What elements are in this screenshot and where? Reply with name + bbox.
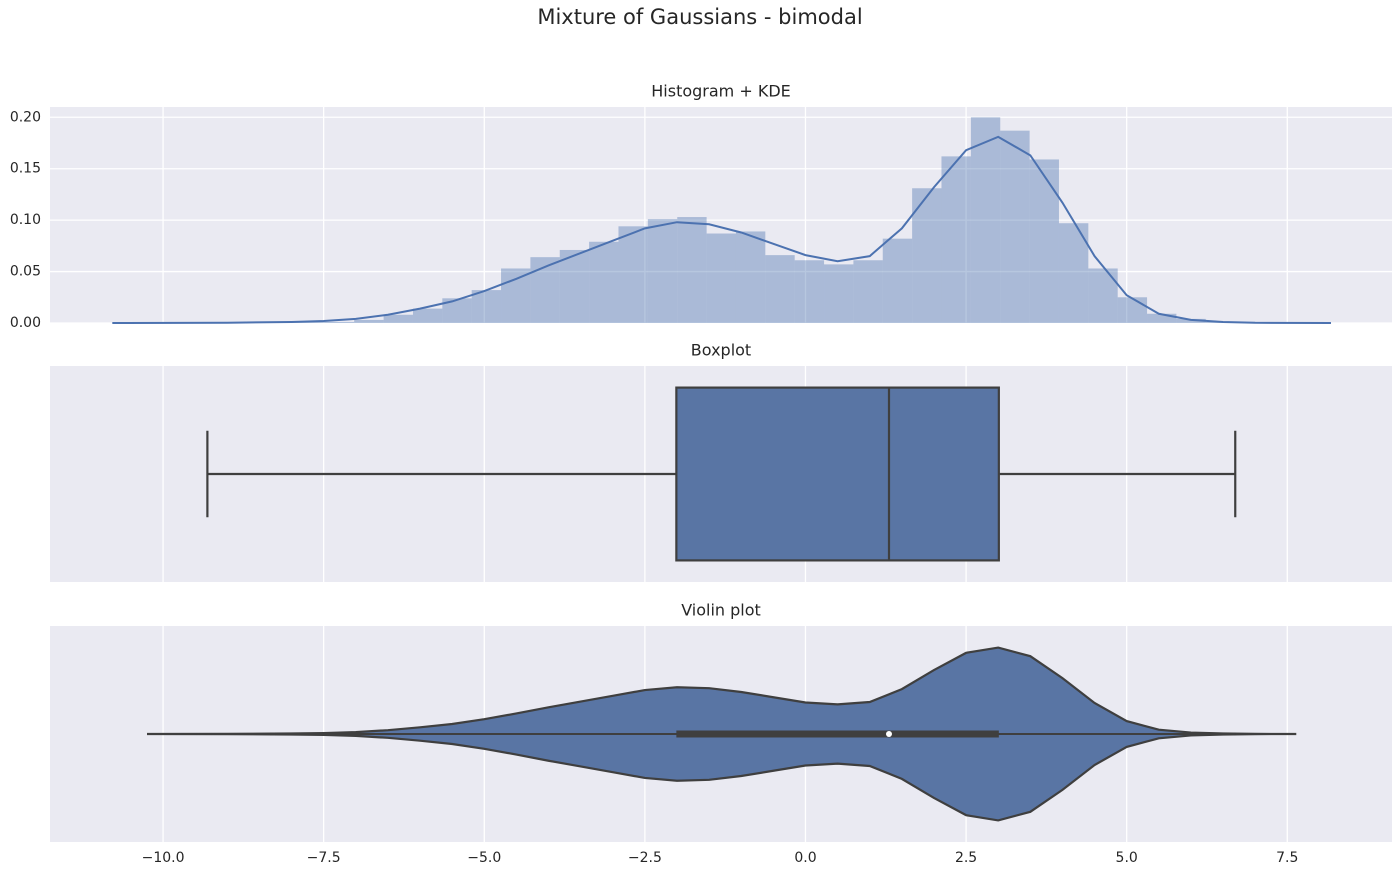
box [675, 386, 1000, 562]
histogram-bar [794, 260, 825, 323]
kde-line [112, 135, 1331, 324]
histogram-bar [853, 260, 883, 323]
histogram-bar [383, 314, 413, 323]
x-tick-label: 7.5 [1276, 850, 1298, 866]
histogram-bar [412, 308, 443, 323]
histogram-bar [1088, 268, 1118, 323]
x-tick-label: −10.0 [142, 850, 185, 866]
y-tick-label: 0.10 [10, 212, 41, 228]
histogram-bar [559, 249, 590, 323]
x-tick-label: −5.0 [467, 850, 501, 866]
histogram-bar [324, 321, 355, 323]
histogram-bar [501, 268, 531, 323]
histogram-bar [1000, 130, 1030, 323]
histogram-bar [618, 226, 648, 323]
y-tick-label: 0.05 [10, 264, 41, 280]
violin-median [885, 731, 892, 737]
histogram-bar [912, 188, 942, 323]
plot-area [50, 107, 1392, 323]
histogram-bar [765, 255, 795, 323]
x-tick-label: −7.5 [307, 850, 341, 866]
histogram-bar [970, 117, 1001, 324]
y-tick-label: 0.00 [10, 315, 41, 331]
histogram-bar [706, 233, 736, 323]
histogram-bar [1147, 313, 1177, 323]
histogram-bar [647, 219, 678, 323]
histogram-bar [941, 156, 971, 323]
panel-title: Histogram + KDE [651, 82, 791, 101]
panel-title: Violin plot [681, 601, 761, 620]
histogram-bar [1029, 159, 1059, 323]
histogram-bar [589, 241, 619, 323]
figure-title: Mixture of Gaussians - bimodal [537, 5, 862, 29]
x-tick-label: −2.5 [628, 850, 662, 866]
x-tick-label: 2.5 [955, 850, 977, 866]
histogram-bar [471, 290, 502, 323]
histogram-bar [677, 217, 707, 323]
histogram-bar [354, 319, 384, 323]
histogram-bar [1117, 297, 1148, 323]
y-tick-label: 0.15 [10, 161, 41, 177]
histogram-bar [530, 257, 560, 323]
histogram-bar [824, 264, 854, 323]
histogram-bar [1058, 223, 1089, 323]
x-tick-label: 0.0 [794, 850, 816, 866]
panel-title: Boxplot [691, 341, 751, 360]
histogram-bar [882, 238, 913, 323]
histogram-bar [295, 321, 325, 323]
y-tick-label: 0.20 [10, 109, 41, 125]
histogram-bar [735, 231, 766, 323]
x-tick-label: 5.0 [1116, 850, 1138, 866]
histogram-bar [1176, 318, 1206, 323]
